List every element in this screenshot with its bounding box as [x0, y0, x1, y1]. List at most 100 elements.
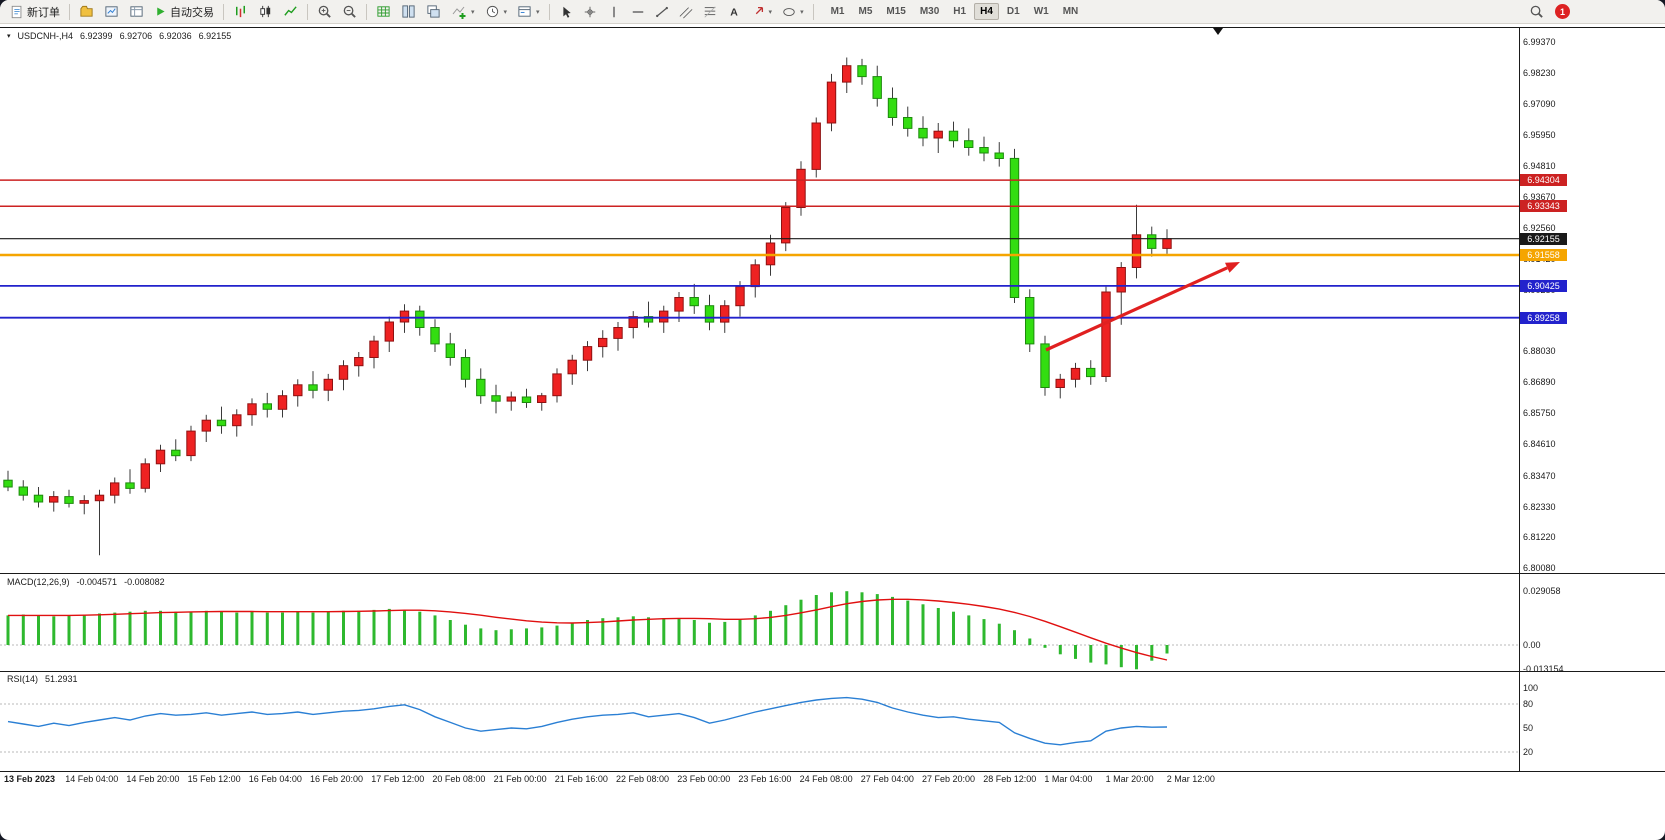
macd-axis-tick: 0.00	[1523, 640, 1541, 650]
timeframe-D1[interactable]: D1	[1001, 3, 1026, 20]
vertical-line-button[interactable]	[603, 2, 625, 22]
current-price-price-badge: 6.92155	[1520, 232, 1567, 245]
chevron-down-icon: ▾	[471, 8, 475, 16]
chart-symbol-timeframe: USDCNH-,H4	[17, 31, 74, 41]
ohlc-close: 6.92155	[198, 31, 232, 41]
horizontal-line-button[interactable]	[627, 2, 649, 22]
add-indicator-icon	[452, 6, 466, 19]
price-axis-tick: 6.97090	[1523, 99, 1556, 110]
macd-panel-plot[interactable]	[0, 575, 1519, 670]
bar-chart-button[interactable]	[229, 2, 252, 22]
line-chart-button[interactable]	[279, 2, 302, 22]
notification-badge[interactable]: 1	[1555, 4, 1570, 19]
macd-name: MACD(12,26,9)	[7, 577, 70, 587]
new-order-button[interactable]: 新订单	[6, 2, 64, 22]
new-order-label: 新订单	[27, 6, 60, 19]
cascade-windows-button[interactable]	[422, 2, 445, 22]
macd-axis-tick: -0.013154	[1523, 664, 1564, 675]
rsi-axis-tick: 50	[1523, 723, 1534, 733]
timeframe-W1[interactable]: W1	[1028, 3, 1055, 20]
support-lower-price-badge: 6.89258	[1520, 311, 1567, 324]
time-axis-label: 1 Mar 04:00	[1044, 774, 1093, 784]
fibonacci-button[interactable]	[699, 2, 721, 22]
search-button[interactable]	[1525, 2, 1548, 22]
zoom-in-button[interactable]	[313, 2, 336, 22]
arrows-tool-button[interactable]: ▾	[747, 2, 777, 22]
cascade-windows-icon	[427, 5, 440, 18]
timeframe-MN[interactable]: MN	[1057, 3, 1085, 20]
price-axis-tick: 6.84610	[1523, 439, 1556, 450]
arrows-icon	[755, 6, 763, 14]
price-axis-tick: 6.94810	[1523, 161, 1556, 172]
data-window-button[interactable]	[125, 2, 148, 22]
time-axis-label: 23 Feb 16:00	[738, 774, 792, 784]
price-axis-tick: 6.93670	[1523, 192, 1556, 203]
grid-button[interactable]	[372, 2, 395, 22]
market-watch-icon	[105, 6, 118, 17]
horizontal-line-icon	[632, 10, 643, 13]
crosshair-button[interactable]	[579, 2, 601, 22]
time-axis-label: 16 Feb 04:00	[248, 774, 302, 784]
timeframe-M1[interactable]: M1	[825, 3, 851, 20]
timeframe-M30[interactable]: M30	[914, 3, 945, 20]
tile-windows-icon	[402, 5, 415, 18]
time-axis-label: 15 Feb 12:00	[187, 774, 241, 784]
time-axis-label: 1 Mar 20:00	[1105, 774, 1154, 784]
price-chart-plot[interactable]	[0, 28, 1519, 573]
time-axis-label: 23 Feb 00:00	[677, 774, 731, 784]
time-axis-label: 14 Feb 20:00	[126, 774, 180, 784]
line-chart-icon	[284, 6, 297, 16]
time-axis-label: 21 Feb 00:00	[493, 774, 547, 784]
templates-button[interactable]: ▾	[513, 2, 544, 22]
timeframe-H1[interactable]: H1	[947, 3, 972, 20]
add-indicator-button[interactable]: ▾	[447, 2, 479, 22]
price-axis-tick: 6.86890	[1523, 377, 1556, 388]
timeframe-M15[interactable]: M15	[880, 3, 911, 20]
trendline-icon	[655, 6, 668, 17]
chevron-down-icon: ▾	[536, 8, 540, 16]
auto-trading-play-icon	[157, 7, 165, 16]
vertical-line-icon	[612, 6, 615, 17]
price-axis-tick: 6.83470	[1523, 470, 1556, 481]
symbol-dropdown-icon[interactable]: ▾	[7, 33, 11, 40]
data-window-icon	[130, 6, 143, 17]
profiles-button[interactable]	[75, 2, 98, 22]
zoom-in-icon	[318, 5, 331, 18]
auto-trading-label: 自动交易	[170, 6, 214, 19]
auto-trading-button[interactable]: 自动交易	[150, 2, 218, 22]
price-axis-separator	[1519, 27, 1520, 771]
svg-text:A: A	[730, 6, 738, 18]
trendline-button[interactable]	[651, 2, 673, 22]
zoom-out-button[interactable]	[338, 2, 361, 22]
time-axis-label: 24 Feb 08:00	[799, 774, 853, 784]
text-tool-button[interactable]: A	[723, 2, 745, 22]
toolbar-separator	[366, 3, 367, 20]
channel-icon	[679, 6, 692, 18]
time-axis-label: 27 Feb 20:00	[922, 774, 976, 784]
time-axis-label: 27 Feb 04:00	[860, 774, 914, 784]
channel-button[interactable]	[675, 2, 697, 22]
support-upper-price-badge: 6.90425	[1520, 279, 1567, 292]
candlestick-chart-icon	[260, 5, 271, 18]
tile-windows-button[interactable]	[397, 2, 420, 22]
time-axis-label: 28 Feb 12:00	[983, 774, 1037, 784]
price-axis-tick: 6.82330	[1523, 501, 1556, 512]
resistance-upper-price-badge: 6.94304	[1520, 174, 1567, 187]
time-axis-border	[0, 771, 1665, 772]
price-axis-tick: 6.88030	[1523, 346, 1556, 357]
timeframe-M5[interactable]: M5	[852, 3, 878, 20]
timeframe-H4[interactable]: H4	[974, 3, 999, 20]
candlestick-chart-button[interactable]	[254, 2, 277, 22]
periods-button[interactable]: ▾	[481, 2, 512, 22]
toolbar-separator	[69, 3, 70, 20]
toolbar-right-group: 1	[1524, 2, 1660, 22]
templates-icon	[518, 6, 531, 17]
resistance-lower-price-badge: 6.93343	[1520, 200, 1567, 213]
rsi-axis-tick: 80	[1523, 699, 1534, 709]
ohlc-low: 6.92036	[159, 31, 192, 41]
rsi-panel-plot[interactable]	[0, 672, 1519, 770]
market-watch-button[interactable]	[100, 2, 123, 22]
cursor-button[interactable]	[555, 2, 577, 22]
shapes-tool-button[interactable]: ▾	[778, 2, 808, 22]
